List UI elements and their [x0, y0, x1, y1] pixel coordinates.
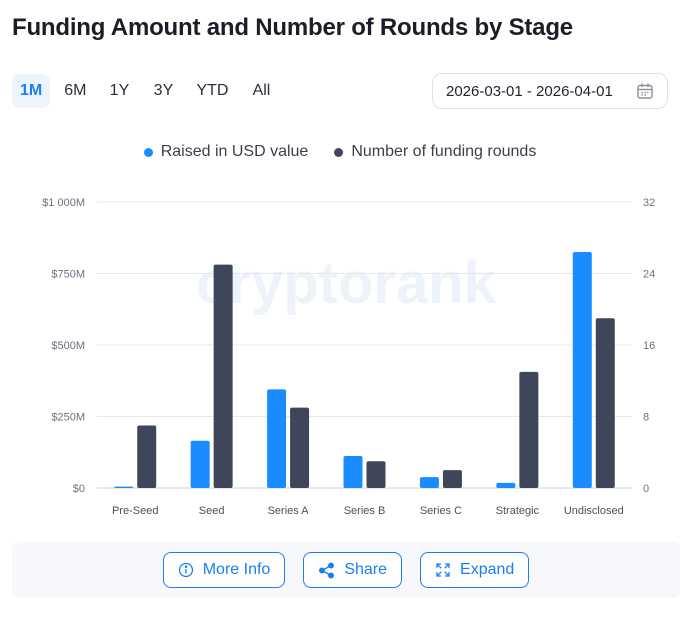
bar-rounds [595, 318, 615, 488]
y-right-tick-label: 24 [643, 269, 655, 281]
date-range-value: 2026-03-01 - 2026-04-01 [446, 82, 613, 100]
info-icon [178, 562, 194, 578]
x-tick-label: Series A [268, 505, 310, 517]
x-tick-label: Strategic [496, 505, 540, 517]
legend-label-raised: Raised in USD value [160, 143, 309, 160]
bar-rounds [519, 371, 539, 488]
y-left-tick-label: $0 [73, 483, 85, 495]
x-tick-label: Series C [420, 505, 462, 517]
tab-all[interactable]: All [252, 82, 271, 99]
more-info-label: More Info [202, 561, 271, 578]
range-tabs: 1M 6M 1Y 3Y YTD All [12, 74, 280, 108]
calendar-icon [636, 82, 654, 104]
y-right-tick-label: 32 [643, 197, 655, 209]
y-left-tick-label: $750M [51, 269, 85, 281]
x-tick-label: Series B [344, 505, 386, 517]
legend-dot-rounds [334, 147, 344, 157]
chart-legend: Raised in USD value Number of funding ro… [0, 143, 680, 161]
page-title: Funding Amount and Number of Rounds by S… [12, 14, 573, 41]
expand-icon [435, 562, 451, 578]
bar-chart: cryptorank $0 0 $250M 8 $500M 16 $750M 24 $1 000M… [42, 197, 655, 517]
bar-raised [114, 486, 134, 488]
bar-raised [572, 252, 592, 488]
expand-label: Expand [460, 561, 515, 578]
bar-raised [343, 455, 363, 488]
bar-rounds [290, 407, 310, 488]
bar-raised [267, 389, 287, 488]
y-right-tick-label: 16 [643, 340, 655, 352]
y-right-tick-label: 0 [643, 483, 649, 495]
tab-ytd[interactable]: YTD [196, 82, 229, 99]
legend-dot-raised [143, 147, 153, 157]
tab-3y[interactable]: 3Y [153, 82, 174, 99]
watermark-text: cryptorank [196, 251, 497, 316]
bar-rounds [366, 461, 386, 488]
legend-label-rounds: Number of funding rounds [351, 143, 537, 160]
x-tick-label: Pre-Seed [112, 505, 158, 517]
bar-raised [190, 440, 210, 488]
date-range-picker[interactable]: 2026-03-01 - 2026-04-01 [432, 73, 668, 109]
y-right-tick-label: 8 [643, 412, 649, 424]
share-label: Share [344, 561, 388, 578]
legend-item-rounds[interactable]: Number of funding rounds [334, 143, 536, 161]
chart-footer: More Info Share [12, 542, 680, 598]
x-tick-label: Seed [199, 505, 225, 517]
bar-raised [496, 482, 516, 488]
y-left-tick-label: $1 000M [42, 197, 85, 209]
legend-item-raised[interactable]: Raised in USD value [143, 143, 309, 161]
tab-1m[interactable]: 1M [12, 74, 51, 108]
bar-rounds [137, 425, 157, 488]
y-left-tick-label: $500M [51, 340, 85, 352]
share-icon [318, 562, 335, 579]
bar-raised [419, 477, 439, 488]
more-info-button[interactable]: More Info [162, 552, 286, 588]
tab-1y[interactable]: 1Y [109, 82, 130, 99]
share-button[interactable]: Share [303, 552, 403, 588]
bar-rounds [213, 264, 233, 488]
x-tick-label: Undisclosed [564, 505, 624, 517]
tab-6m[interactable]: 6M [64, 82, 87, 99]
bar-rounds [442, 470, 462, 488]
expand-button[interactable]: Expand [420, 552, 530, 588]
y-left-tick-label: $250M [51, 412, 85, 424]
